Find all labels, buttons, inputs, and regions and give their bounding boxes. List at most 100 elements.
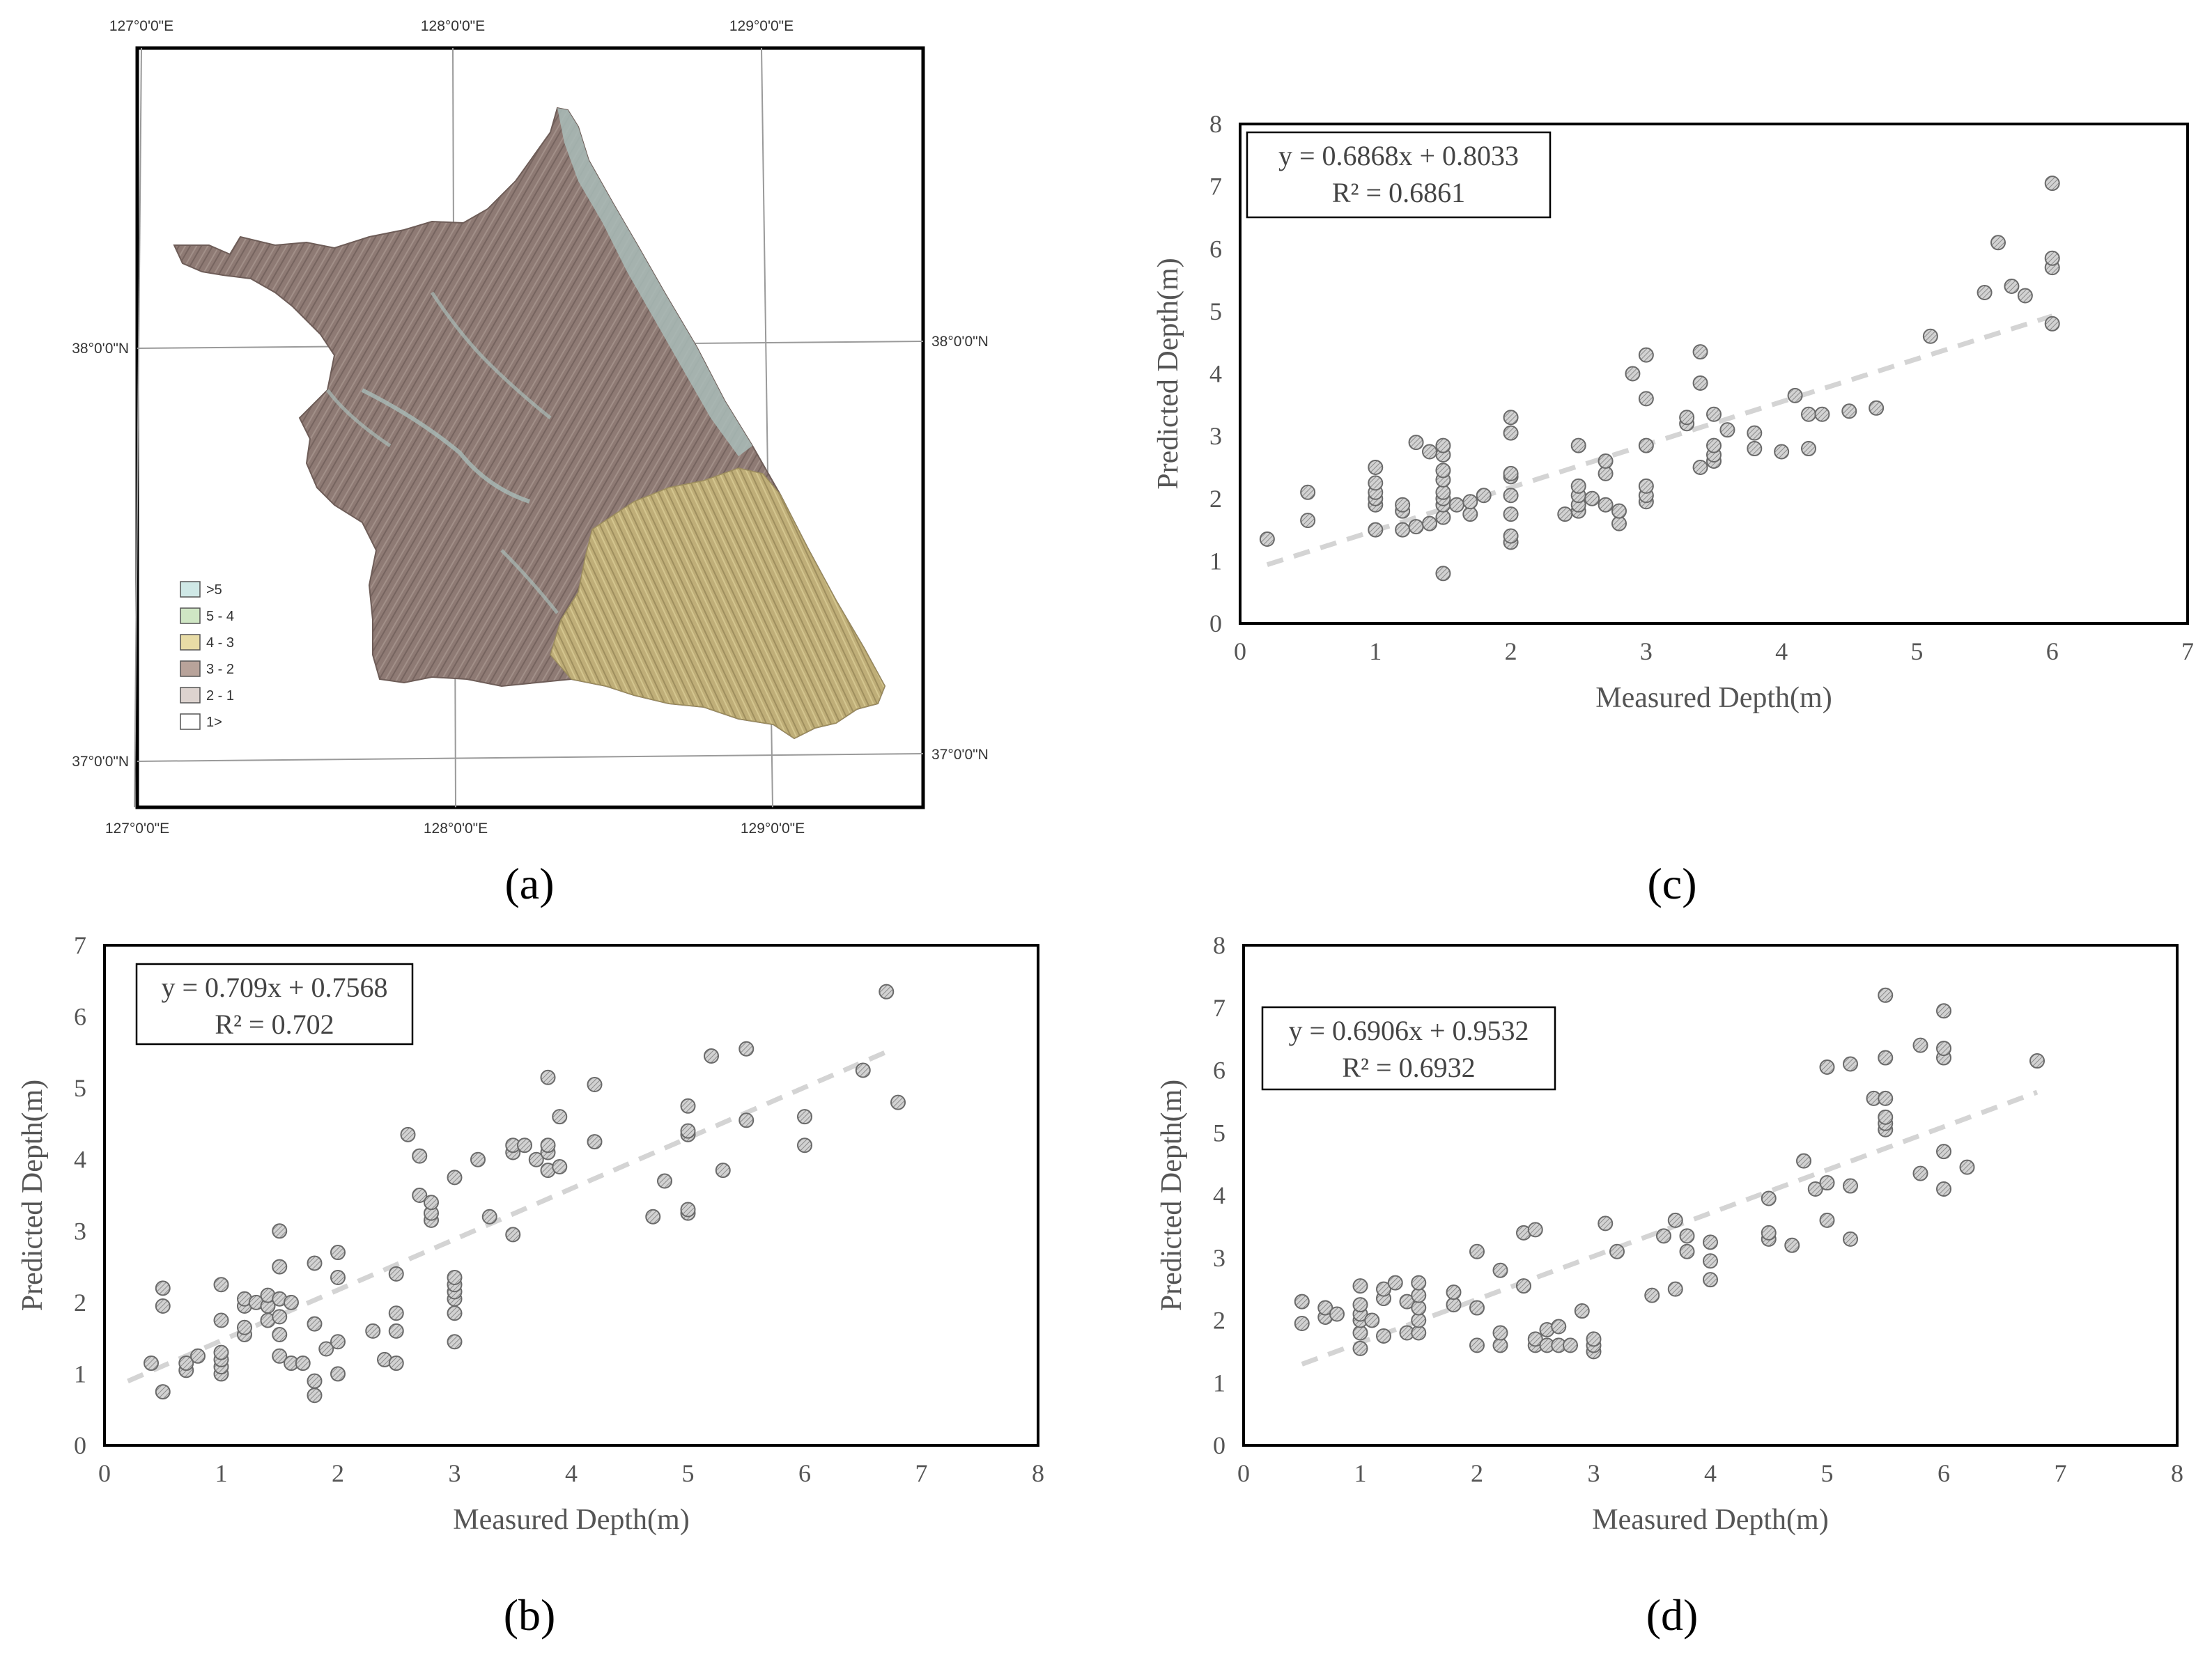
panel-label-d: (d)	[1646, 1590, 1699, 1640]
scatter-plot-d: 0 1 2 3 4 5 6 7 8 0 1 2 3 4 5 6 7 8 Measured Depth(m) Predi…	[1156, 931, 2183, 1536]
x-tick-label: 7	[2181, 637, 2194, 665]
x-tick-label: 4	[1704, 1459, 1717, 1487]
x-tick-label: 1	[1354, 1459, 1367, 1487]
data-point	[1922, 328, 1938, 344]
data-point	[1977, 284, 1993, 300]
data-point	[190, 1348, 206, 1364]
data-point	[1936, 1181, 1951, 1197]
data-point	[1462, 494, 1478, 510]
x-tick-label: 8	[2171, 1459, 2183, 1487]
data-point	[1706, 406, 1722, 422]
lon-label-bottom: 128°0'0"E	[424, 821, 488, 837]
y-tick-label: 3	[74, 1217, 86, 1245]
lon-label-top: 127°0'0"E	[109, 18, 173, 34]
data-point	[540, 1069, 556, 1085]
data-point	[1703, 1253, 1718, 1269]
y-tick-label: 4	[1213, 1181, 1225, 1209]
data-point	[2044, 250, 2060, 266]
data-point	[1516, 1278, 1531, 1294]
data-point	[447, 1334, 463, 1350]
data-point	[388, 1356, 404, 1372]
data-point	[1843, 1178, 1858, 1194]
data-point	[2044, 316, 2060, 332]
data-point	[1300, 513, 1316, 529]
data-point	[1611, 503, 1627, 519]
data-point	[1503, 506, 1519, 522]
data-point	[1435, 437, 1451, 453]
southern-highland	[550, 467, 885, 739]
scatter-plot-b: 0 1 2 3 4 5 6 7 8 0 1 2 3 4 5 6 7 Measured Depth(m) Predic…	[17, 931, 1044, 1536]
y-tick-label: 4	[74, 1146, 86, 1174]
data-point	[1656, 1228, 1671, 1244]
data-point	[1679, 1243, 1695, 1259]
data-point	[213, 1312, 229, 1328]
data-point	[1527, 1222, 1543, 1238]
data-point	[178, 1356, 194, 1372]
data-point	[2029, 1053, 2045, 1069]
data-point	[1692, 375, 1708, 391]
data-point	[1703, 1234, 1718, 1250]
data-point	[738, 1041, 755, 1057]
y-tick-label: 8	[1213, 931, 1225, 959]
data-point	[307, 1373, 323, 1389]
x-tick-label: 4	[1775, 637, 1788, 665]
data-point	[213, 1277, 229, 1293]
regression-equation: y = 0.6906x + 0.9532	[1288, 1015, 1529, 1046]
data-point	[447, 1269, 463, 1285]
graticule-line	[137, 753, 924, 762]
data-point	[1667, 1281, 1683, 1297]
data-point	[1796, 1153, 1811, 1169]
data-point	[237, 1319, 252, 1335]
data-point	[1376, 1328, 1391, 1344]
data-point	[155, 1384, 171, 1400]
r-squared-label: R² = 0.6932	[1342, 1052, 1475, 1083]
legend-label: 5 - 4	[206, 609, 234, 624]
data-point	[1395, 497, 1411, 513]
river-valley	[430, 291, 552, 419]
x-axis-label: Measured Depth(m)	[1592, 1504, 1828, 1536]
data-point	[1408, 435, 1424, 451]
data-point	[1761, 1225, 1777, 1241]
data-point	[1448, 497, 1464, 513]
data-point	[1679, 410, 1695, 426]
data-point	[890, 1094, 906, 1110]
data-point	[657, 1173, 672, 1189]
data-point	[1387, 1275, 1403, 1291]
data-point	[1584, 490, 1600, 506]
y-tick-label: 6	[1209, 235, 1222, 263]
data-point	[645, 1209, 661, 1225]
y-tick-label: 7	[1213, 994, 1225, 1022]
data-point	[1492, 1262, 1508, 1278]
legend-swatch	[180, 713, 201, 730]
data-point	[1878, 987, 1894, 1003]
data-point	[1557, 506, 1573, 522]
x-tick-label: 1	[1369, 637, 1382, 665]
y-tick-label: 1	[74, 1360, 86, 1388]
data-point	[1492, 1325, 1508, 1341]
x-tick-label: 2	[1471, 1459, 1483, 1487]
equation-box	[1261, 1006, 1556, 1091]
data-point	[1912, 1165, 1928, 1181]
data-point	[505, 1227, 521, 1243]
data-point	[1503, 465, 1519, 481]
data-point	[1819, 1175, 1835, 1191]
lat-label-right: 37°0'0"N	[931, 747, 989, 763]
lat-label-right: 38°0'0"N	[931, 334, 989, 350]
data-point	[1586, 1331, 1602, 1347]
data-point	[1570, 478, 1586, 494]
data-point	[1408, 519, 1424, 535]
data-point	[272, 1348, 288, 1364]
data-point	[155, 1298, 171, 1314]
data-point	[1807, 1181, 1823, 1197]
data-point	[1936, 1144, 1951, 1160]
y-tick-label: 0	[1209, 609, 1222, 637]
data-point	[307, 1388, 323, 1404]
data-point	[552, 1109, 568, 1125]
lat-label-left: 37°0'0"N	[72, 754, 129, 770]
x-tick-label: 4	[565, 1459, 578, 1487]
x-tick-label: 7	[2055, 1459, 2067, 1487]
data-point	[388, 1323, 404, 1339]
legend-swatch	[180, 581, 201, 598]
data-point	[587, 1077, 603, 1093]
data-point	[680, 1202, 696, 1218]
